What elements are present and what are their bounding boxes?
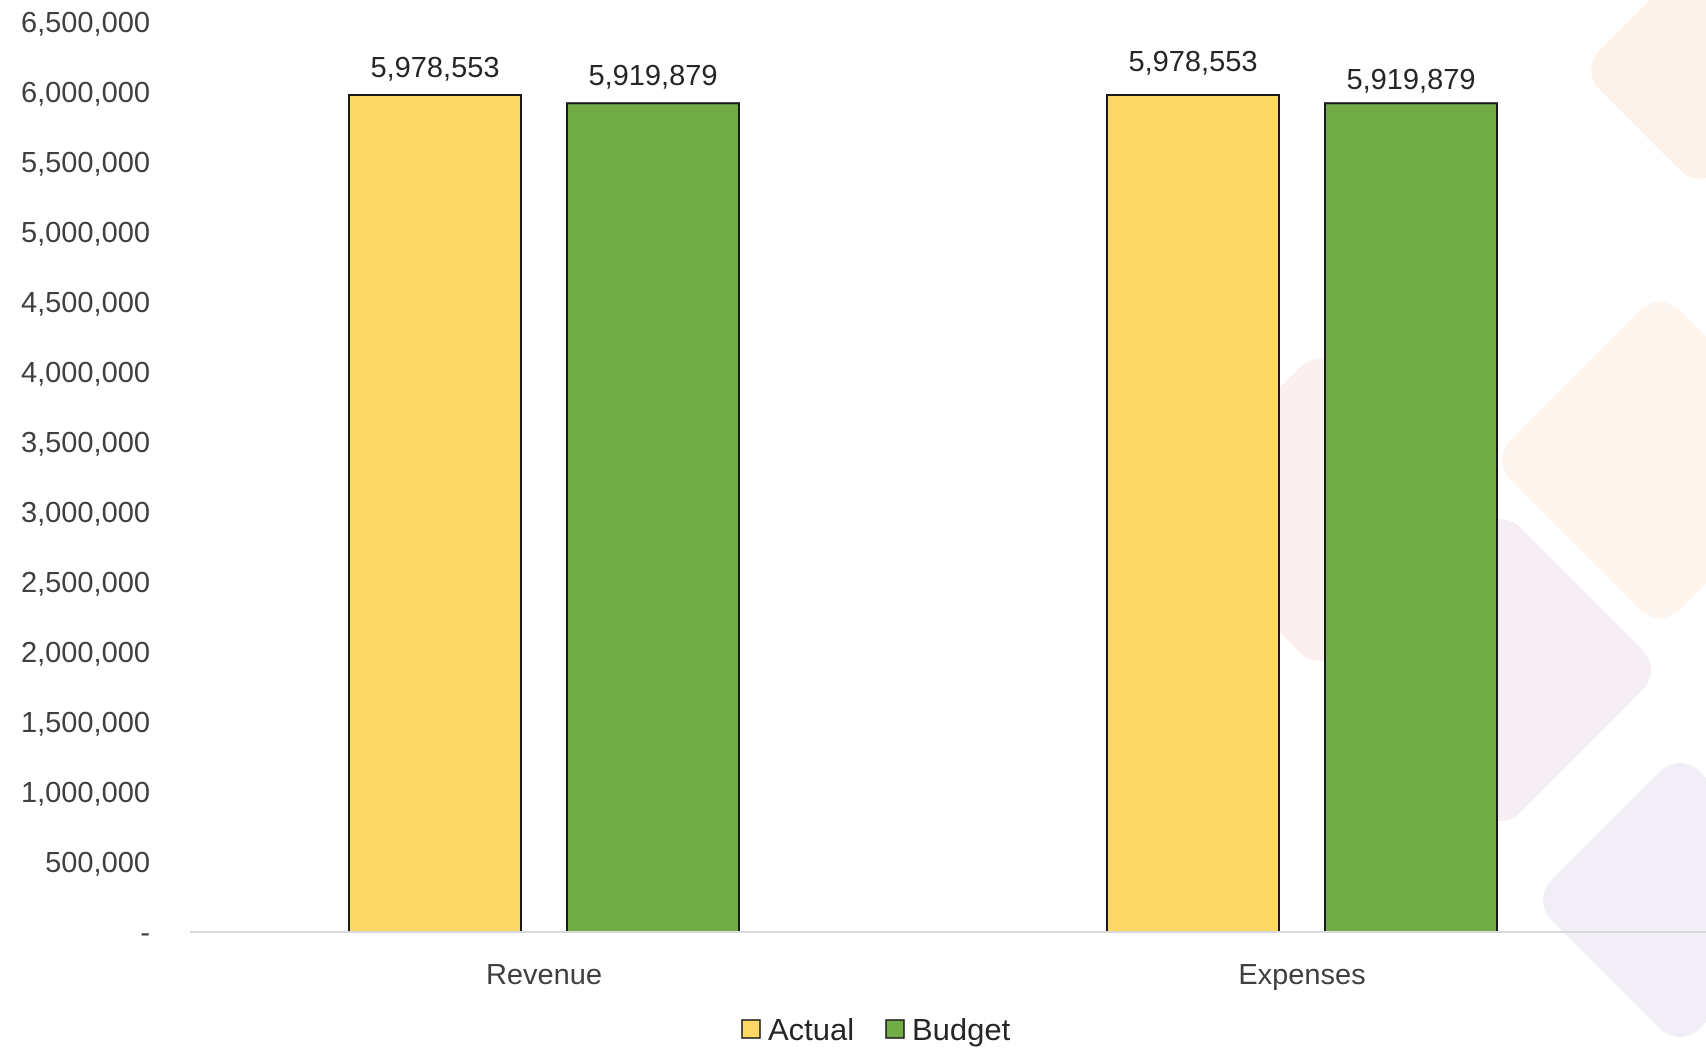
legend-label-actual: Actual	[768, 1012, 854, 1047]
y-tick-label: 1,500,000	[21, 707, 150, 739]
legend-swatch-budget	[886, 1020, 904, 1038]
y-tick-label: 500,000	[45, 847, 150, 879]
y-tick-label: 2,500,000	[21, 567, 150, 599]
category-label-expenses: Expenses	[1238, 959, 1365, 991]
legend-label-budget: Budget	[912, 1012, 1011, 1047]
category-label-revenue: Revenue	[486, 959, 602, 991]
y-tick-label: -	[140, 917, 150, 949]
data-label-budget-revenue: 5,919,879	[588, 60, 717, 92]
bar-actual-revenue	[349, 95, 521, 932]
x-axis-categories: Revenue Expenses	[486, 959, 1366, 991]
y-tick-label: 4,000,000	[21, 357, 150, 389]
y-tick-label: 5,000,000	[21, 217, 150, 249]
y-tick-label: 3,500,000	[21, 427, 150, 459]
y-tick-label: 5,500,000	[21, 147, 150, 179]
y-tick-label: 1,000,000	[21, 777, 150, 809]
data-label-budget-expenses: 5,919,879	[1346, 64, 1475, 96]
bar-budget-revenue	[567, 103, 739, 932]
legend-swatch-actual	[742, 1020, 760, 1038]
y-tick-label: 2,000,000	[21, 637, 150, 669]
data-label-actual-revenue: 5,978,553	[370, 52, 499, 84]
background-diamond-4	[1580, 0, 1706, 190]
bar-budget-expenses	[1325, 103, 1497, 932]
y-axis-ticks: - 500,000 1,000,000 1,500,000 2,000,000 2,500…	[21, 7, 150, 949]
y-tick-label: 4,500,000	[21, 287, 150, 319]
background-diamond-3	[1532, 752, 1706, 1049]
bar-actual-expenses	[1107, 95, 1279, 932]
y-tick-label: 6,000,000	[21, 77, 150, 109]
legend: Actual Budget	[742, 1012, 1011, 1047]
y-tick-label: 6,500,000	[21, 7, 150, 39]
data-labels: 5,978,553 5,919,879 5,978,553 5,919,879	[370, 46, 1475, 96]
y-tick-label: 3,000,000	[21, 497, 150, 529]
bars	[349, 95, 1497, 932]
data-label-actual-expenses: 5,978,553	[1128, 46, 1257, 78]
